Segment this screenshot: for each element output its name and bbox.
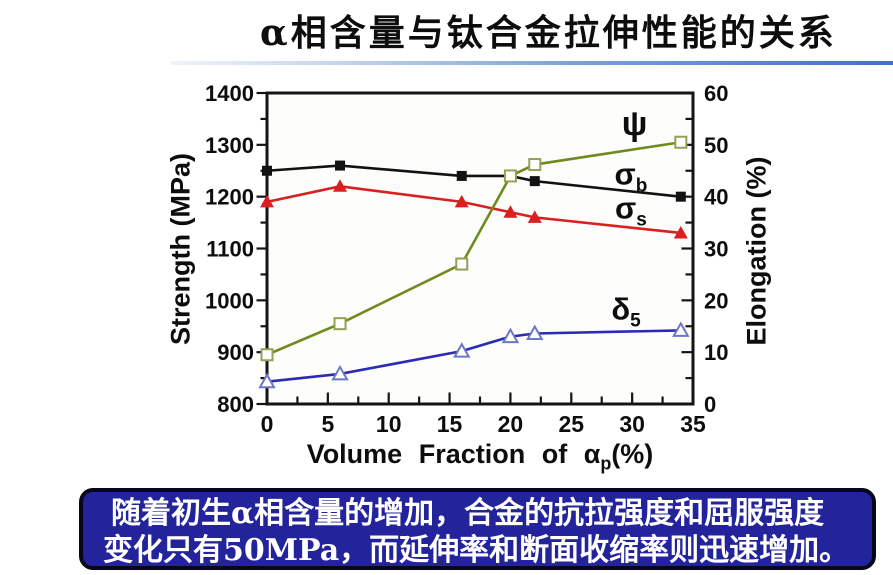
caption-line-1: 随着初生α相含量的增加，合金的抗拉强度和屈服强度 [111,496,825,531]
x-axis-title: Volume Fraction of αp(%) [267,439,693,474]
svg-text:30: 30 [704,237,728,262]
x-axis-title-main: Volume Fraction of α [306,439,601,469]
x-axis-ticks: 0 5 10 15 20 25 30 35 [261,392,706,437]
svg-text:5: 5 [321,411,334,437]
page-title: α相含量与钛合金拉伸性能的关系 [260,12,837,54]
svg-text:20: 20 [498,411,524,437]
series-sigma-s [260,179,688,239]
series-psi [260,135,688,362]
legend-delta-5: δ5 [611,291,641,332]
header-divider-line [170,61,893,65]
legend-psi: ψ [621,105,648,144]
plot-frame [265,91,695,406]
right-axis-title: Elongation (%) [741,156,772,346]
svg-text:15: 15 [437,411,463,437]
svg-text:60: 60 [704,81,728,106]
svg-text:25: 25 [558,411,584,437]
plot-svg: 0 5 10 15 20 25 30 35 800 900 1000 1100 1200 1300 1400… [205,81,728,437]
left-axis-ticks: 800 900 1000 1100 1200 1300 1400 [205,81,266,417]
legend-sigma-b: σb [614,156,648,197]
svg-text:0: 0 [261,411,274,437]
svg-text:10: 10 [376,411,402,437]
x-axis-title-sub: p [600,453,612,474]
svg-text:1400: 1400 [205,81,254,106]
svg-text:1200: 1200 [205,185,254,210]
svg-text:1300: 1300 [205,133,254,158]
caption-line-2: 变化只有50MPa，而延伸率和断面收缩率则迅速增加。 [103,533,850,568]
left-axis-title: Strength (MPa) [165,153,196,345]
svg-text:50: 50 [704,133,728,158]
svg-text:30: 30 [619,411,645,437]
series-delta-5 [258,321,690,389]
svg-text:0: 0 [704,392,716,417]
svg-text:10: 10 [704,340,728,365]
svg-text:35: 35 [680,411,706,437]
legend-sigma-s: σs [615,190,647,231]
chart-area: 0 5 10 15 20 25 30 35 800 900 1000 1100 1200 1300 1400… [0,63,893,483]
svg-text:900: 900 [217,340,254,365]
caption-box: 随着初生α相含量的增加，合金的抗拉强度和屈服强度 变化只有50MPa，而延伸率和… [79,488,876,570]
x-axis-title-suffix: (%) [611,439,654,469]
svg-text:1100: 1100 [206,237,254,262]
right-axis-ticks: 0 10 20 30 40 50 60 [681,81,728,417]
svg-text:800: 800 [217,392,254,417]
svg-text:40: 40 [704,185,728,210]
svg-text:20: 20 [704,288,728,313]
svg-text:1000: 1000 [205,288,254,313]
